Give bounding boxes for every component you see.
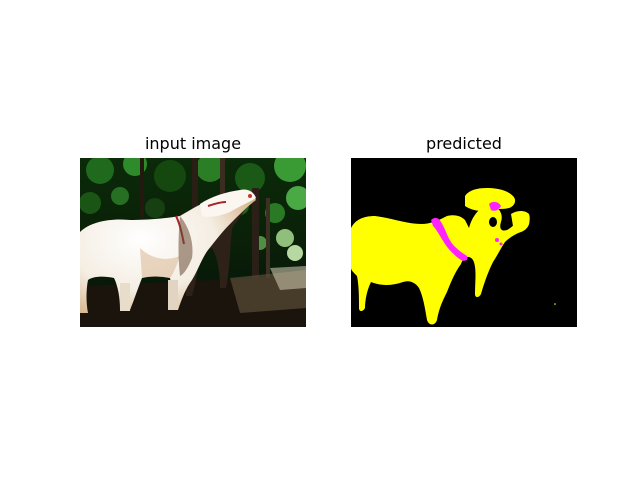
predicted-mask-panel	[351, 158, 577, 327]
foliage	[80, 158, 306, 261]
input-image-panel	[80, 158, 306, 327]
tree-trunks	[140, 158, 270, 327]
head-mask-region	[465, 188, 516, 211]
input-cow-photo	[80, 158, 306, 327]
cow-mask-region	[351, 205, 530, 325]
main-cow	[80, 191, 256, 313]
other-class-regions	[431, 201, 503, 261]
input-image-title: input image	[144, 134, 242, 153]
segmentation-mask	[351, 158, 577, 327]
predicted-title: predicted	[426, 134, 502, 153]
